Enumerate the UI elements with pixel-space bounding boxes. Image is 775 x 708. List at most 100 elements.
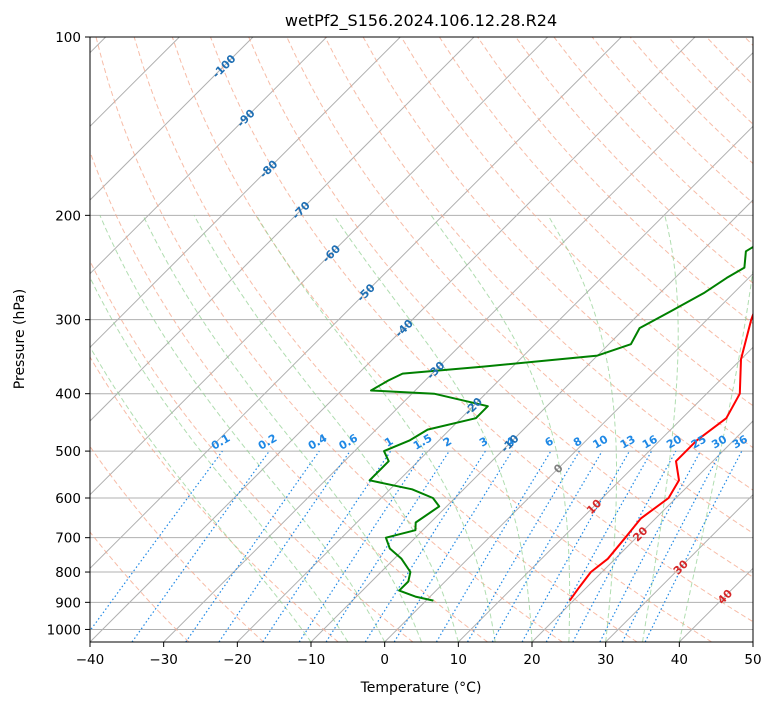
mixing-ratio-label: 25 (689, 433, 709, 452)
x-tick-label: −10 (297, 652, 326, 668)
dry-adiabat-line (90, 150, 488, 642)
moist-adiabat-line (255, 215, 496, 642)
dewpoint-profile-line (368, 245, 753, 602)
isotherm-line (310, 199, 753, 642)
mixing-ratio-line (218, 450, 351, 642)
isotherm-label: -100 (210, 52, 239, 81)
mixing-ratio-line (90, 450, 223, 632)
x-tick-label: −20 (223, 652, 252, 668)
y-tick-label: 600 (55, 491, 81, 507)
isotherm-line (605, 493, 753, 642)
mixing-ratio-line (545, 450, 653, 642)
moist-adiabat-line (193, 215, 459, 642)
mixing-ratio-line (435, 450, 552, 642)
dry-adiabat-line (90, 445, 264, 642)
isotherm-label: 10 (584, 497, 604, 517)
isotherm-line (384, 272, 753, 642)
isotherm-line (163, 51, 753, 642)
isotherm-line (90, 37, 696, 642)
x-axis-label: Temperature (°C) (360, 680, 482, 696)
isotherm-line (531, 420, 753, 642)
mixing-ratio-line (131, 450, 270, 642)
profile-lines (368, 245, 753, 602)
mixing-ratio-label: 30 (709, 432, 729, 451)
mixing-ratio-line (572, 450, 677, 642)
mixing-ratio-label: 20 (664, 432, 684, 451)
dry-adiabat-line (171, 37, 712, 642)
mixing-ratio-label: 0.4 (306, 431, 330, 452)
background-lines (90, 37, 753, 642)
mixing-ratio-label: 10 (591, 432, 611, 451)
dry-adiabat-line (744, 37, 753, 47)
y-tick-label: 500 (55, 444, 81, 460)
y-axis-ticks: 100 200 300 400 500 600 700 800 900 1000 (47, 30, 90, 638)
mixing-ratio-line (298, 450, 425, 642)
moist-adiabat-line (142, 215, 422, 642)
x-tick-label: 0 (380, 652, 389, 668)
y-tick-label: 100 (55, 30, 81, 46)
x-tick-label: 10 (450, 652, 467, 668)
dry-adiabat-line (400, 37, 753, 407)
dry-adiabat-line (90, 531, 190, 642)
moist-adiabat-line (430, 215, 571, 642)
grid-lines (90, 37, 753, 642)
x-tick-label: 30 (597, 652, 614, 668)
isotherm-label: -90 (234, 106, 257, 129)
y-tick-label: 400 (55, 387, 81, 403)
moist-adiabat-line (642, 215, 679, 642)
moist-adiabat-line (90, 345, 312, 642)
mixing-ratio-label: 13 (618, 433, 638, 452)
mixing-ratio-line (325, 450, 450, 642)
dry-adiabat-line (438, 37, 753, 366)
mixing-ratio-label: 8 (571, 435, 584, 450)
isotherm-line (90, 37, 475, 422)
mixing-ratio-label: 0.1 (209, 432, 232, 453)
moist-adiabat-line (99, 215, 386, 642)
mixing-ratio-line (599, 450, 702, 642)
isotherm-line (457, 346, 753, 642)
isotherm-line (236, 125, 753, 642)
y-axis-label: Pressure (hPa) (12, 289, 28, 389)
dry-adiabat-line (210, 37, 753, 623)
isotherm-line (678, 567, 753, 642)
isotherm-line (90, 37, 254, 201)
mixing-ratio-label: 3 (477, 435, 490, 450)
dry-adiabat-line (90, 259, 414, 642)
x-tick-label: −40 (76, 652, 105, 668)
dry-adiabat-line (95, 37, 563, 642)
mixing-ratio-line (393, 450, 513, 642)
moist-adiabat-line (678, 265, 753, 642)
line-labels: 0.1 0.2 0.4 0.6 1 1.5 2 3 4 6 8 10 13 16 20 25 30 36-100-… (209, 52, 750, 607)
mixing-ratio-label: 36 (730, 432, 750, 451)
dry-adiabat-line (90, 356, 339, 642)
y-tick-label: 900 (55, 595, 81, 611)
x-tick-label: 50 (744, 652, 761, 668)
y-tick-label: 300 (55, 313, 81, 329)
y-tick-label: 700 (55, 531, 81, 547)
mixing-ratio-line (521, 450, 631, 642)
isotherm-line (90, 37, 401, 349)
x-tick-label: −30 (149, 652, 178, 668)
mixing-ratio-label: 16 (640, 432, 660, 451)
dry-adiabat-line (706, 37, 753, 86)
dry-adiabat-line (248, 37, 753, 578)
y-tick-label: 800 (55, 565, 81, 581)
mixing-ratio-line (262, 450, 392, 642)
dry-adiabat-line (133, 37, 638, 642)
chart-title: wetPf2_S156.2024.106.12.28.R24 (285, 11, 557, 31)
plot-frame (89, 36, 754, 643)
mixing-ratio-line (644, 450, 743, 642)
mixing-ratio-line (621, 450, 722, 642)
isotherm-line (752, 641, 753, 642)
mixing-ratio-line (185, 450, 320, 642)
x-tick-label: 40 (671, 652, 688, 668)
isotherm-line (90, 37, 328, 275)
y-tick-label: 1000 (47, 622, 81, 638)
dry-adiabat-line (668, 37, 753, 125)
isotherm-line (90, 37, 549, 496)
dry-adiabat-line (515, 37, 753, 284)
isotherm-line (90, 37, 622, 570)
temperature-profile-line (568, 311, 753, 602)
dry-adiabat-line (324, 37, 753, 491)
